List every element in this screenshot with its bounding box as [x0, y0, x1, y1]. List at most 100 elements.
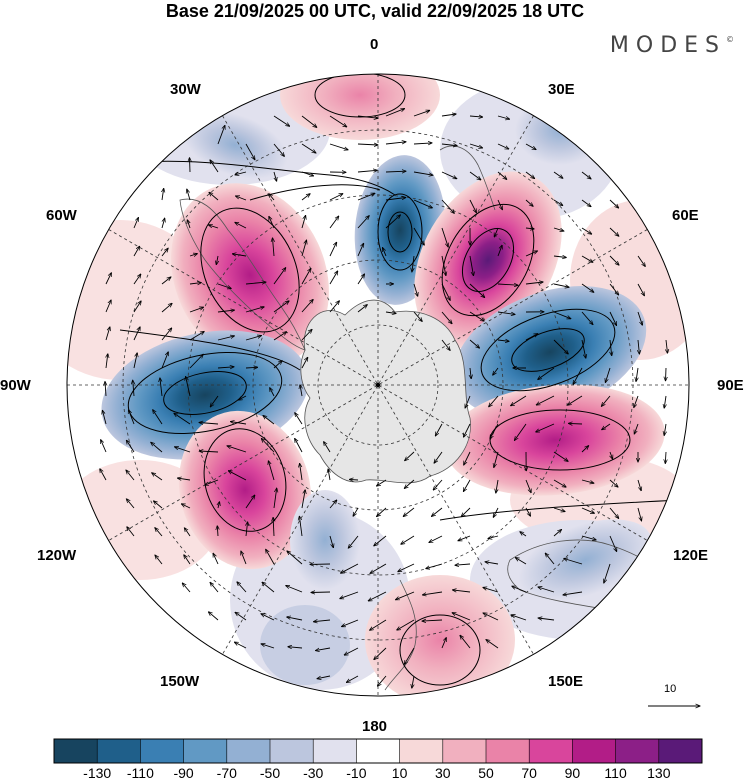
wind-vector-arrow [182, 583, 191, 593]
wind-vector-arrow [385, 215, 400, 229]
wind-vector-arrow [581, 283, 594, 292]
wind-vector-arrow [105, 273, 111, 285]
wind-vector-arrow [161, 303, 172, 313]
wind-vector-arrow [412, 675, 414, 688]
wind-vector-arrow [368, 591, 387, 601]
wind-vector-arrow [413, 283, 418, 296]
wind-vector-arrow [525, 251, 537, 257]
wind-vector-arrow [494, 227, 499, 237]
colorbar-segment [486, 739, 530, 763]
wind-vector-arrow [637, 283, 644, 296]
wind-vector-arrow [636, 367, 638, 381]
wind-vector-arrow [301, 115, 317, 127]
wind-vector-arrow [208, 612, 219, 621]
wind-vector-arrow [209, 225, 219, 229]
wind-vector-arrow [469, 283, 485, 298]
wind-vector-arrow [349, 479, 359, 480]
wind-vector-arrow [377, 675, 387, 686]
wind-vector-arrow [422, 620, 443, 621]
colorbar-border [53, 738, 703, 764]
wind-vector-arrow [217, 310, 235, 312]
wind-vector-arrow [461, 507, 471, 517]
wind-vector-arrow [235, 612, 247, 621]
wind-vector-arrow [553, 530, 562, 537]
wind-vector-arrow [187, 189, 191, 201]
wind-vector-arrow [497, 143, 509, 149]
wind-vector-arrow [553, 171, 563, 178]
wind-vector-arrow [236, 196, 247, 201]
wind-vector-arrow [385, 109, 405, 117]
colorbar-label: 70 [521, 765, 537, 781]
wind-vector-arrow [405, 451, 415, 461]
wind-vector-arrow [494, 451, 499, 468]
wind-vector-arrow [273, 143, 284, 156]
wind-vector-arrow [483, 613, 499, 621]
wind-vector-arrow [184, 555, 191, 565]
wind-vector-arrow [245, 336, 261, 341]
wind-vector-arrow [634, 395, 639, 408]
lon-label-60e: 60E [672, 207, 699, 224]
wind-vector-arrow [525, 282, 543, 284]
wind-vector-arrow [413, 199, 432, 208]
wind-vector-arrow [273, 332, 287, 341]
colorbar-segment [572, 739, 617, 763]
wind-vector-arrow [311, 592, 331, 593]
wind-vector-arrow [469, 199, 476, 213]
wind-vector-arrow [433, 479, 443, 490]
wind-vector-arrow [329, 500, 337, 509]
wind-vector-arrow [441, 311, 452, 324]
wind-vector-arrow [441, 227, 448, 247]
wind-vector-arrow [133, 246, 140, 257]
wind-vector-arrow [515, 558, 527, 565]
wind-vector-arrow [237, 582, 247, 593]
wind-vector-arrow [666, 367, 667, 381]
wind-vector-arrow [469, 143, 483, 148]
wind-vector-arrow [609, 507, 619, 518]
wind-vector-arrow [263, 416, 275, 425]
wind-vector-arrow [357, 216, 369, 229]
wind-vector-arrow [286, 586, 303, 593]
wind-vector-arrow [155, 528, 163, 537]
wind-vector-arrow [234, 642, 247, 649]
wind-vector-arrow [245, 367, 258, 368]
wind-vector-arrow [301, 194, 310, 201]
wind-vector-arrow [245, 307, 264, 313]
wind-vector-arrow [269, 194, 275, 201]
wind-vector-arrow [413, 227, 424, 245]
meridian-grid [67, 74, 689, 696]
wind-vector-arrow [441, 638, 446, 649]
wind-vector-arrow [441, 114, 456, 116]
wind-vector-arrow [105, 327, 110, 341]
wind-vector-arrow [536, 395, 555, 405]
wind-vector-arrow [525, 507, 531, 516]
wind-vector-arrow [610, 451, 613, 459]
anomaly-negative-150w [290, 490, 360, 590]
wind-vector-arrow [497, 115, 510, 119]
wind-vector-arrow [610, 339, 612, 356]
wind-vector-arrow [664, 395, 666, 408]
wind-vector-arrow [274, 171, 277, 181]
wind-vector-arrow [261, 614, 275, 621]
wind-vector-arrow [261, 439, 275, 453]
wind-vector-arrow [581, 507, 594, 513]
wind-vector-arrow [398, 563, 415, 572]
wind-vector-arrow [464, 451, 471, 465]
wind-vector-arrow [126, 440, 135, 453]
wind-vector-arrow [152, 473, 163, 481]
wind-vector-arrow [154, 501, 163, 509]
wind-vector-arrow [496, 479, 498, 493]
wind-vector-arrow [664, 423, 666, 435]
wind-vector-arrow [133, 274, 141, 285]
wind-vector-arrow [538, 618, 555, 620]
colorbar-segment [97, 739, 141, 763]
wind-vector-arrow [127, 527, 135, 537]
wind-vector-arrow [105, 382, 106, 397]
wind-vector-arrow [441, 255, 446, 276]
wind-vector-arrow [397, 619, 415, 630]
wind-vector-arrow [489, 395, 499, 407]
wind-vector-arrow [301, 490, 305, 509]
wind-vector-arrow [581, 479, 594, 483]
wind-vector-arrow [497, 284, 518, 285]
colorbar-segment [270, 739, 314, 763]
wind-vector-arrow [525, 479, 531, 493]
